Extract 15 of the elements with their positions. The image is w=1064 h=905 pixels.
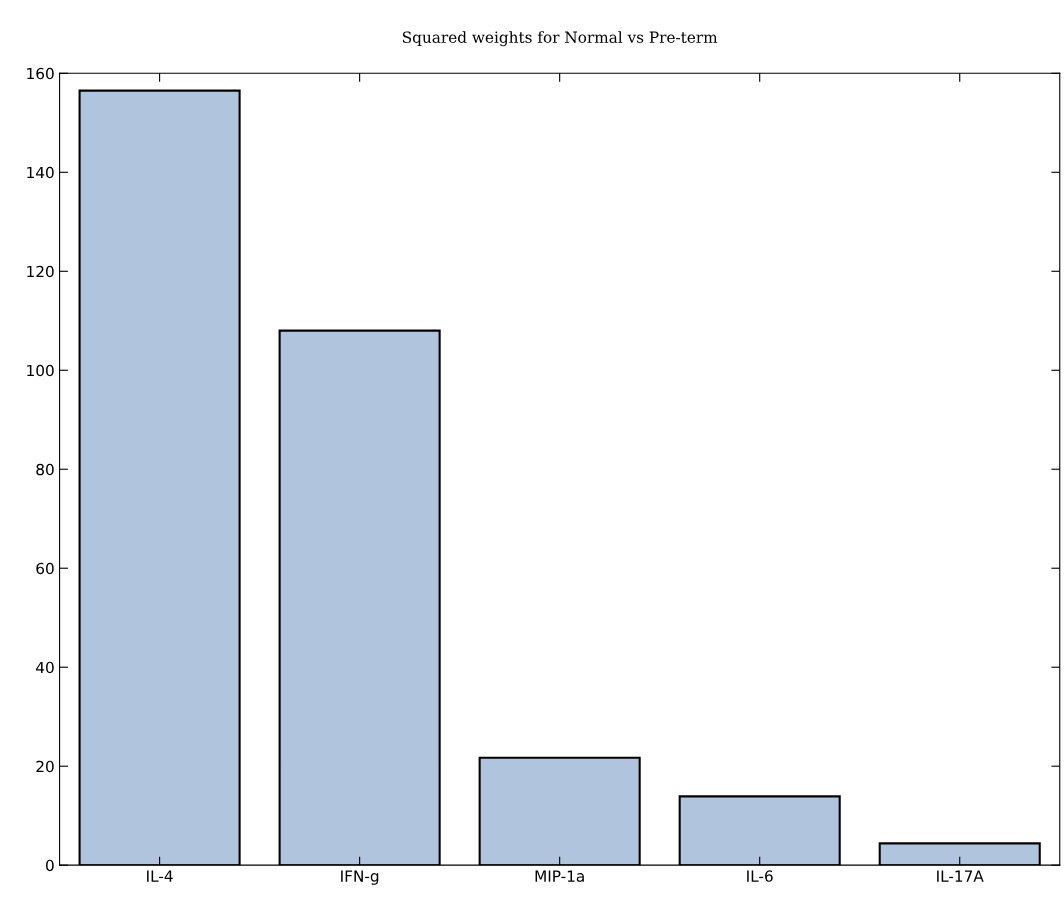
chart-title: Squared weights for Normal vs Pre-term xyxy=(402,31,718,47)
y-tick-label: 40 xyxy=(36,661,54,674)
x-tick-label: IL-4 xyxy=(147,870,173,882)
x-tick-label: MIP-1a xyxy=(535,870,584,882)
y-tick-label: 20 xyxy=(36,760,54,773)
x-tick-label: IL-17A xyxy=(937,870,984,882)
y-tick-label: 160 xyxy=(27,67,54,80)
y-tick-label: 0 xyxy=(46,859,54,872)
x-tick-label: IL-6 xyxy=(747,870,773,882)
y-tick-label: 100 xyxy=(27,364,54,377)
y-tick-label: 120 xyxy=(27,265,54,278)
y-tick-label: 140 xyxy=(27,166,54,179)
y-tick-label: 80 xyxy=(36,463,54,476)
y-tick-label: 60 xyxy=(36,562,54,575)
x-tick-label: IFN-g xyxy=(341,870,379,885)
